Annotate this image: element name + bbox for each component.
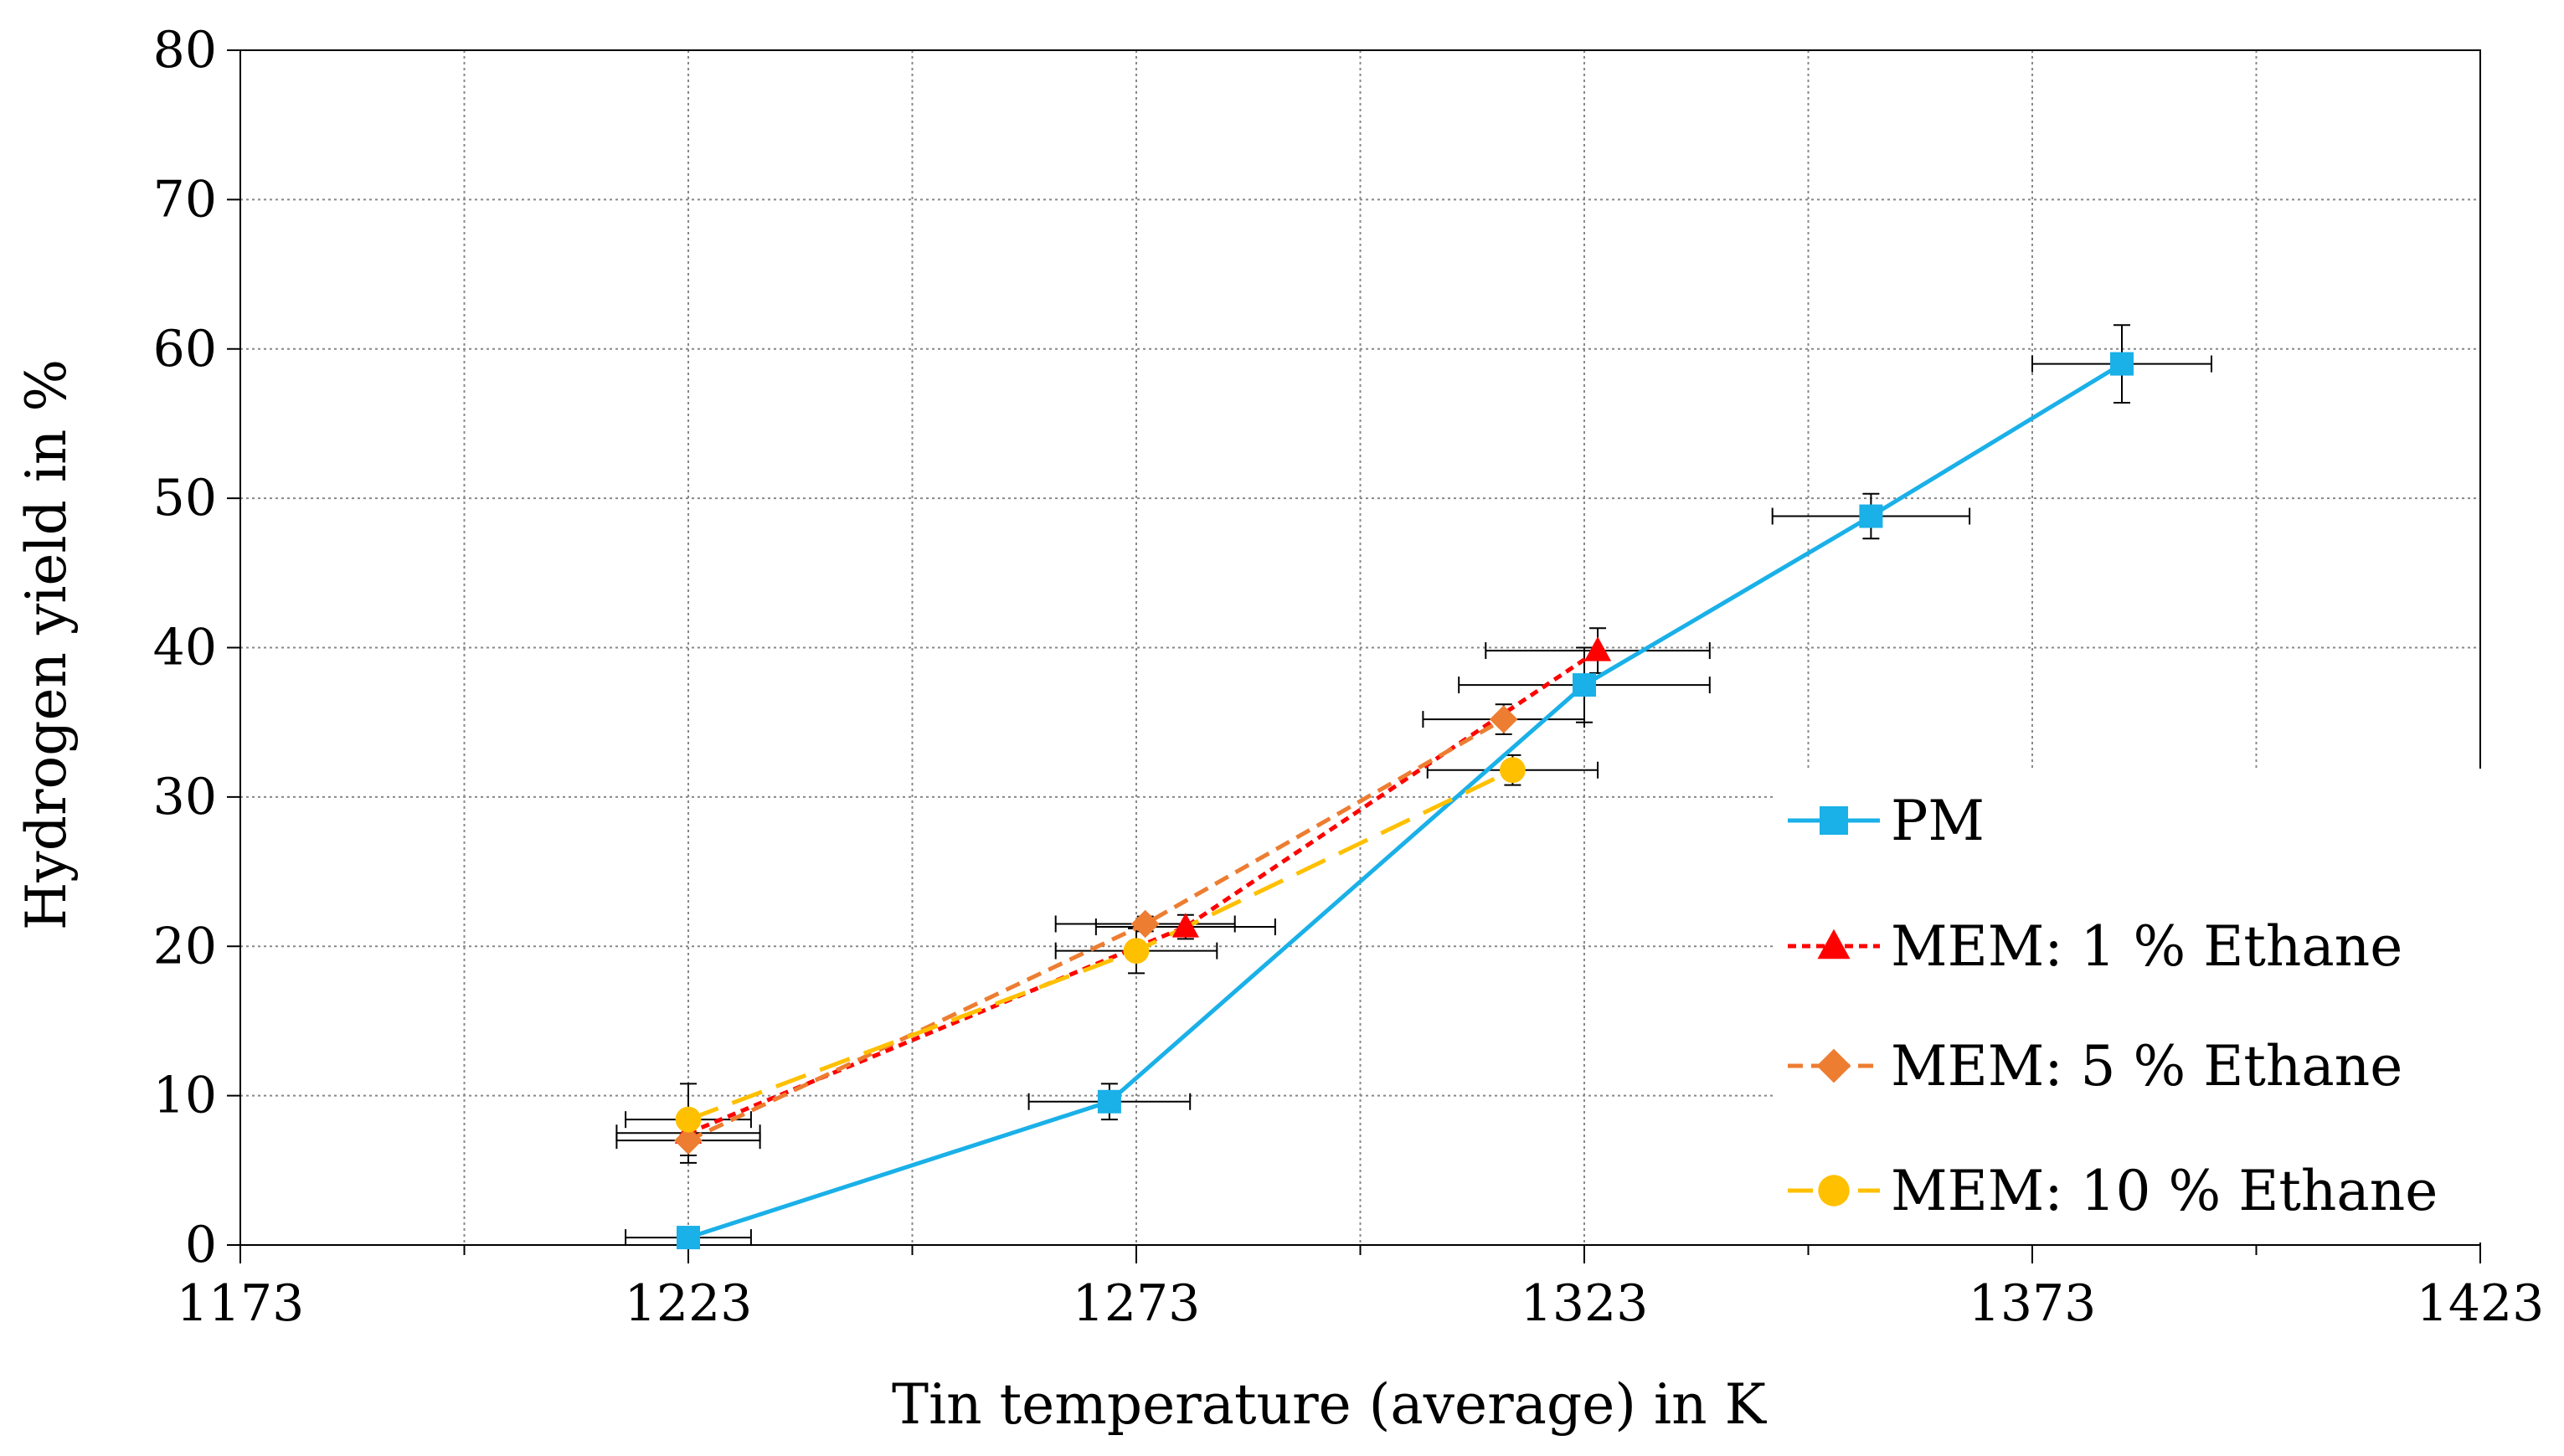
legend-box <box>1774 769 2481 1242</box>
y-tick-label: 30 <box>153 768 217 826</box>
data-point <box>675 1106 702 1133</box>
legend-marker <box>1817 929 1851 960</box>
x-axis-title: Tin temperature (average) in K <box>892 1372 1768 1437</box>
data-point <box>1097 1089 1121 1114</box>
x-tick-label: 1373 <box>1969 1274 2097 1333</box>
legend-label: MEM: 5 % Ethane <box>1891 1034 2402 1098</box>
legend-marker <box>1816 1048 1851 1083</box>
data-point <box>1489 705 1518 733</box>
series-1 <box>615 627 1711 1143</box>
legend-item: MEM: 10 % Ethane <box>1788 1159 2438 1223</box>
x-tick-label: 1423 <box>2417 1274 2545 1333</box>
series-markers-1 <box>674 636 1612 1144</box>
data-point <box>674 1126 703 1155</box>
y-tick-label: 40 <box>153 619 217 677</box>
y-tick-label: 80 <box>153 21 217 80</box>
series-line-group-1 <box>687 648 1599 1135</box>
series-markers-2 <box>674 705 1518 1155</box>
x-tick-label: 1223 <box>625 1274 753 1333</box>
series-layer <box>615 324 2212 1250</box>
x-tick-label: 1173 <box>177 1274 305 1333</box>
data-point <box>1123 938 1150 965</box>
legend-item: MEM: 1 % Ethane <box>1788 914 2402 979</box>
data-point <box>1171 913 1199 938</box>
data-point <box>1573 673 1596 697</box>
data-point <box>1859 504 1883 528</box>
x-tick-label: 1273 <box>1073 1274 1201 1333</box>
legend-label: MEM: 10 % Ethane <box>1891 1159 2438 1223</box>
legend-label: MEM: 1 % Ethane <box>1891 914 2402 979</box>
data-point <box>1500 757 1526 784</box>
axes: 0 10 20 30 40 50 60 70 80 1173 1223 1273 1323 1373 142… <box>153 21 2545 1333</box>
data-point <box>677 1226 700 1250</box>
legend: PM MEM: 1 % Ethane MEM: 5 % Ethane MEM: 10 … <box>1774 769 2481 1242</box>
legend-marker <box>1820 806 1848 835</box>
y-tick-label: 60 <box>153 320 217 378</box>
series-markers-0 <box>677 352 2134 1250</box>
series-line <box>687 648 1599 1135</box>
legend-marker <box>1818 1175 1850 1206</box>
data-point <box>1583 636 1612 661</box>
data-point <box>2110 352 2134 376</box>
y-tick-label: 70 <box>153 170 217 229</box>
y-tick-label: 10 <box>153 1067 217 1125</box>
y-tick-label: 0 <box>185 1216 217 1274</box>
data-point <box>1130 909 1160 939</box>
y-tick-label: 50 <box>153 469 217 527</box>
legend-label: PM <box>1891 789 1985 853</box>
legend-item: MEM: 5 % Ethane <box>1788 1034 2402 1098</box>
y-tick-label: 20 <box>153 917 217 975</box>
y-axis-title: Hydrogen yield in % <box>14 359 79 930</box>
series-markers-3 <box>675 757 1526 1133</box>
x-tick-label: 1323 <box>1521 1274 1649 1333</box>
legend-item: PM <box>1788 789 1985 853</box>
